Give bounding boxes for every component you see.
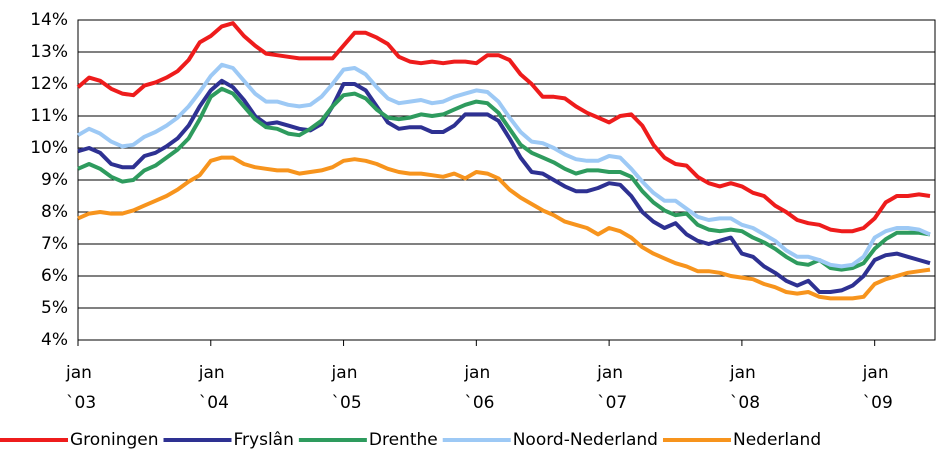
x-tick-label: jan `04 <box>198 363 229 413</box>
y-tick-label: 4% <box>41 330 68 350</box>
series-line <box>76 62 931 269</box>
y-tick-label: 12% <box>30 74 68 94</box>
series-line <box>77 155 931 301</box>
y-tick-label: 6% <box>41 266 68 286</box>
legend-label: Fryslân <box>234 430 294 450</box>
series-line <box>77 86 931 272</box>
legend-label: Noord-Nederland <box>513 430 658 450</box>
y-tick-label: 13% <box>30 42 68 62</box>
series-line <box>77 78 931 294</box>
x-tick-label: jan `05 <box>331 363 362 413</box>
y-tick-label: 14% <box>30 10 68 30</box>
y-tick-label: 8% <box>41 202 68 222</box>
legend-label: Drenthe <box>369 430 438 450</box>
plot-border <box>77 19 936 341</box>
y-tick-label: 5% <box>41 298 68 318</box>
legend-label: Groningen <box>70 430 159 450</box>
series-line <box>76 21 931 234</box>
x-tick-label: jan `03 <box>66 363 97 413</box>
x-tick-label: jan `08 <box>729 363 761 413</box>
y-tick-label: 11% <box>30 106 68 126</box>
legend-label: Nederland <box>733 430 821 450</box>
x-tick-label: jan `09 <box>862 363 893 413</box>
y-tick-label: 9% <box>41 170 68 190</box>
x-tick-label: jan `06 <box>464 363 495 413</box>
y-tick-label: 7% <box>41 234 68 254</box>
y-tick-label: 10% <box>30 138 68 158</box>
x-tick-label: jan `07 <box>597 363 628 413</box>
